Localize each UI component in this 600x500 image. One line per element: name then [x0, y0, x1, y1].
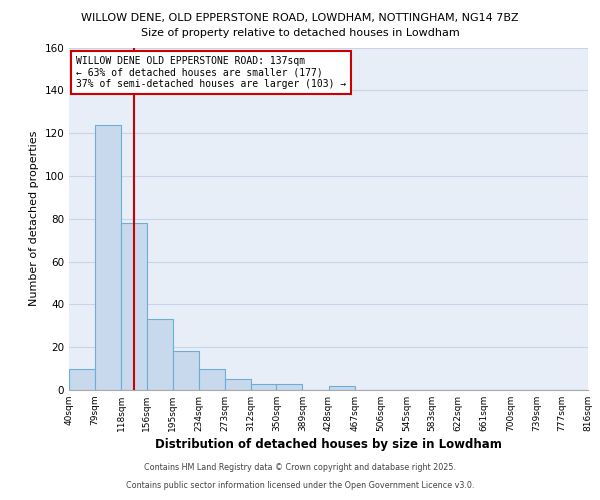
Text: WILLOW DENE, OLD EPPERSTONE ROAD, LOWDHAM, NOTTINGHAM, NG14 7BZ: WILLOW DENE, OLD EPPERSTONE ROAD, LOWDHA… — [81, 12, 519, 22]
Text: WILLOW DENE OLD EPPERSTONE ROAD: 137sqm
← 63% of detached houses are smaller (17: WILLOW DENE OLD EPPERSTONE ROAD: 137sqm … — [76, 56, 346, 90]
Y-axis label: Number of detached properties: Number of detached properties — [29, 131, 39, 306]
Text: Size of property relative to detached houses in Lowdham: Size of property relative to detached ho… — [140, 28, 460, 38]
Bar — [329, 386, 355, 390]
Bar — [121, 223, 146, 390]
Bar — [69, 368, 95, 390]
Bar — [173, 352, 199, 390]
Bar — [199, 368, 225, 390]
Text: Contains HM Land Registry data © Crown copyright and database right 2025.: Contains HM Land Registry data © Crown c… — [144, 464, 456, 472]
Bar — [251, 384, 277, 390]
Bar — [95, 124, 121, 390]
Text: Contains public sector information licensed under the Open Government Licence v3: Contains public sector information licen… — [126, 481, 474, 490]
Bar — [146, 320, 173, 390]
Bar — [277, 384, 302, 390]
Bar — [225, 380, 251, 390]
X-axis label: Distribution of detached houses by size in Lowdham: Distribution of detached houses by size … — [155, 438, 502, 451]
